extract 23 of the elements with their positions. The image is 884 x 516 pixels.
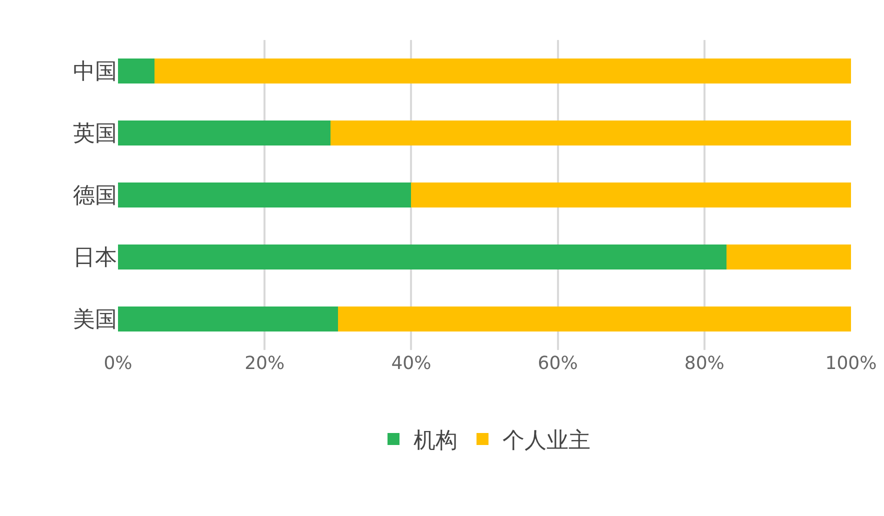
x-tick-label: 20%: [244, 353, 285, 374]
y-tick-label: 中国: [73, 60, 117, 85]
bar: [118, 120, 331, 146]
x-tick-label: 80%: [684, 353, 724, 374]
legend-label: 机构: [414, 428, 458, 454]
bar: [411, 182, 851, 208]
bar: [338, 306, 851, 332]
bar: [726, 244, 851, 270]
bar: [118, 306, 338, 332]
legend-label: 个人业主: [502, 428, 590, 454]
bar: [118, 182, 412, 208]
y-tick-label: 英国: [73, 122, 117, 147]
bar: [330, 120, 851, 146]
x-tick-label: 60%: [538, 353, 578, 374]
y-tick-label: 日本: [73, 246, 117, 271]
x-tick-label: 40%: [391, 353, 432, 374]
bar: [118, 58, 155, 84]
y-tick-label: 美国: [73, 308, 117, 333]
x-tick-label: 100%: [825, 353, 877, 374]
y-tick-label: 德国: [73, 184, 117, 209]
bar: [118, 244, 726, 270]
bar: [154, 58, 851, 84]
x-tick-label: 0%: [104, 353, 132, 374]
